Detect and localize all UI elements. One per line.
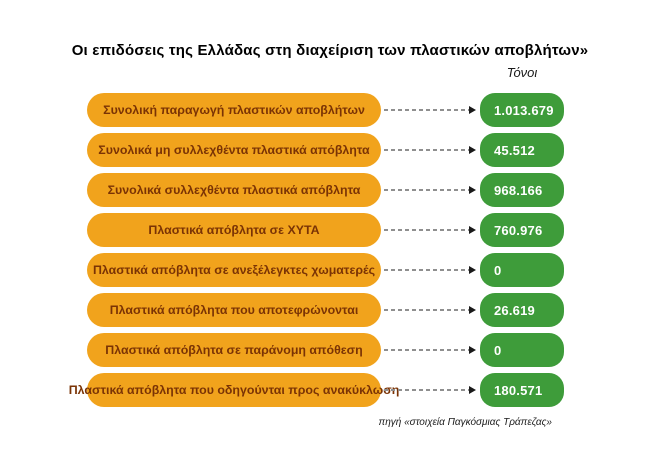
arrowhead-icon <box>469 106 476 114</box>
arrowhead-icon <box>469 346 476 354</box>
arrow-connector <box>384 213 476 247</box>
value-box: 1.013.679 <box>480 93 564 127</box>
dashed-line <box>384 189 469 191</box>
chart-title: Οι επιδόσεις της Ελλάδας στη διαχείριση … <box>71 42 589 59</box>
arrowhead-icon <box>469 226 476 234</box>
value-box: 180.571 <box>480 373 564 407</box>
value-label: 0 <box>494 262 502 278</box>
category-label: Πλαστικά απόβλητα που αποτεφρώνονται <box>109 303 359 317</box>
dashed-line <box>384 229 469 231</box>
value-label: 45.512 <box>494 142 535 158</box>
value-label: 760.976 <box>494 222 543 238</box>
category-label-box: Πλαστικά απόβλητα σε ανεξέλεγκτες χωματε… <box>87 253 381 287</box>
dashed-line <box>384 109 469 111</box>
arrowhead-icon <box>469 266 476 274</box>
value-label: 968.166 <box>494 182 543 198</box>
arrow-connector <box>384 333 476 367</box>
category-label-box: Συνολικά συλλεχθέντα πλαστικά απόβλητα <box>87 173 381 207</box>
source-note: πηγή «στοιχεία Παγκόσμιας Τράπεζας» <box>378 417 552 428</box>
value-label: 26.619 <box>494 302 535 318</box>
chart-row: Πλαστικά απόβλητα σε ανεξέλεγκτες χωματε… <box>0 253 660 287</box>
dashed-line <box>384 149 469 151</box>
arrow-connector <box>384 373 476 407</box>
arrow-connector <box>384 173 476 207</box>
category-label: Πλαστικά απόβλητα που οδηγούνται προς αν… <box>68 383 400 397</box>
category-label-box: Συνολικά μη συλλεχθέντα πλαστικά απόβλητ… <box>87 133 381 167</box>
value-box: 0 <box>480 333 564 367</box>
category-label: Συνολικά μη συλλεχθέντα πλαστικά απόβλητ… <box>98 143 370 157</box>
value-box: 45.512 <box>480 133 564 167</box>
category-label: Πλαστικά απόβλητα σε παράνομη απόθεση <box>105 343 363 357</box>
category-label-box: Πλαστικά απόβλητα σε παράνομη απόθεση <box>87 333 381 367</box>
chart-row: Συνολικά μη συλλεχθέντα πλαστικά απόβλητ… <box>0 133 660 167</box>
chart-row: Πλαστικά απόβλητα σε ΧΥΤΑ 760.976 <box>0 213 660 247</box>
category-label-box: Πλαστικά απόβλητα που οδηγούνται προς αν… <box>69 373 399 407</box>
value-label: 1.013.679 <box>494 102 554 118</box>
chart-row: Συνολική παραγωγή πλαστικών αποβλήτων 1.… <box>0 93 660 127</box>
category-label: Συνολική παραγωγή πλαστικών αποβλήτων <box>103 103 365 117</box>
chart-row: Πλαστικά απόβλητα που οδηγούνται προς αν… <box>0 373 660 407</box>
value-box: 968.166 <box>480 173 564 207</box>
value-box: 26.619 <box>480 293 564 327</box>
dashed-line <box>384 349 469 351</box>
arrowhead-icon <box>469 306 476 314</box>
chart-row: Συνολικά συλλεχθέντα πλαστικά απόβλητα 9… <box>0 173 660 207</box>
category-label-box: Συνολική παραγωγή πλαστικών αποβλήτων <box>87 93 381 127</box>
value-label: 180.571 <box>494 382 543 398</box>
category-label: Συνολικά συλλεχθέντα πλαστικά απόβλητα <box>107 183 361 197</box>
category-label-box: Πλαστικά απόβλητα που αποτεφρώνονται <box>87 293 381 327</box>
dashed-line <box>384 309 469 311</box>
value-box: 0 <box>480 253 564 287</box>
dashed-line <box>384 269 469 271</box>
arrow-connector <box>384 133 476 167</box>
arrowhead-icon <box>469 186 476 194</box>
value-box: 760.976 <box>480 213 564 247</box>
category-label: Πλαστικά απόβλητα σε ΧΥΤΑ <box>148 223 320 237</box>
value-label: 0 <box>494 342 502 358</box>
arrowhead-icon <box>469 386 476 394</box>
chart-row: Πλαστικά απόβλητα που αποτεφρώνονται 26.… <box>0 293 660 327</box>
unit-label: Τόνοι <box>506 65 538 80</box>
arrowhead-icon <box>469 146 476 154</box>
category-label-box: Πλαστικά απόβλητα σε ΧΥΤΑ <box>87 213 381 247</box>
arrow-connector <box>384 253 476 287</box>
arrow-connector <box>384 93 476 127</box>
arrow-connector <box>384 293 476 327</box>
chart-row: Πλαστικά απόβλητα σε παράνομη απόθεση 0 <box>0 333 660 367</box>
rows-container: Συνολική παραγωγή πλαστικών αποβλήτων 1.… <box>0 93 660 413</box>
category-label: Πλαστικά απόβλητα σε ανεξέλεγκτες χωματε… <box>92 263 376 277</box>
dashed-line <box>384 389 469 391</box>
